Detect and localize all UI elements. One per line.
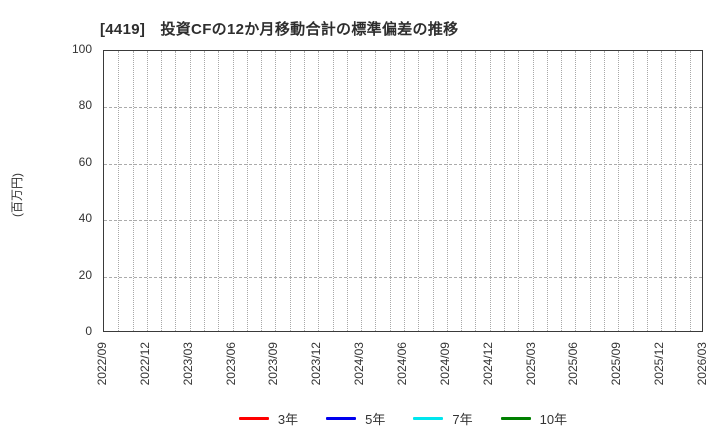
y-axis-tick-label: 80 (78, 98, 92, 113)
gridline-vertical (604, 51, 605, 331)
plot-area (103, 50, 703, 332)
gridline-vertical (432, 51, 434, 331)
gridline-vertical (318, 51, 320, 331)
legend-line-swatch (500, 416, 531, 420)
gridline-vertical (446, 51, 448, 331)
gridline-vertical (646, 51, 648, 331)
legend-item: 10年 (500, 409, 568, 428)
y-axis-tick-label: 0 (85, 324, 92, 338)
x-axis-tick-label: 2023/06 (223, 342, 238, 386)
gridline-vertical (504, 51, 505, 331)
gridline-vertical (361, 51, 363, 331)
gridline-vertical (418, 51, 420, 331)
gridline-vertical (561, 51, 563, 331)
legend-line-swatch (413, 416, 444, 420)
gridline-vertical (632, 51, 634, 331)
legend: 3年 5年 7年 10年 (103, 406, 703, 430)
x-axis-tick-label: 2026/03 (695, 342, 709, 386)
gridline-vertical (461, 51, 463, 331)
chart-title: [4419] 投資CFの12か月移動合計の標準偏差の推移 (100, 21, 459, 38)
gridline-vertical (404, 51, 405, 331)
x-axis-tick-label: 2022/12 (137, 342, 152, 386)
gridline-vertical (332, 51, 334, 331)
gridline-vertical (532, 51, 534, 331)
series-layer (104, 51, 702, 331)
gridline-vertical (289, 51, 291, 331)
legend-line-swatch (326, 416, 357, 420)
y-axis-tick-label: 20 (78, 267, 92, 282)
gridline-vertical (575, 51, 577, 331)
gridline-vertical (204, 51, 205, 331)
gridline-horizontal (104, 276, 702, 278)
gridline-vertical (618, 51, 620, 331)
gridline-vertical (589, 51, 591, 331)
gridline-vertical (161, 51, 163, 331)
x-axis-tick-label: 2025/03 (523, 342, 538, 386)
x-axis-tick-label: 2023/09 (266, 342, 281, 386)
legend-label: 7年 (452, 411, 473, 427)
legend-label: 5年 (365, 411, 386, 427)
y-axis-tick-label: 100 (71, 42, 92, 56)
gridline-vertical (518, 51, 520, 331)
legend-label: 3年 (277, 411, 299, 427)
legend-item: 5年 (326, 409, 385, 428)
gridline-vertical (275, 51, 277, 331)
gridline-vertical (232, 51, 234, 331)
x-axis-tick-label: 2023/12 (309, 342, 324, 386)
gridline-vertical (489, 51, 491, 331)
gridline-vertical (246, 51, 248, 331)
y-axis-label: (百万円) (10, 173, 24, 217)
gridline-vertical (546, 51, 548, 331)
gridline-vertical (304, 51, 305, 331)
x-axis-tick-label: 2024/12 (480, 342, 495, 386)
gridline-vertical (146, 51, 148, 331)
y-axis-tick-label: 40 (78, 211, 92, 226)
gridline-vertical (132, 51, 134, 331)
gridline-vertical (175, 51, 177, 331)
gridline-horizontal (104, 220, 702, 222)
x-axis-tick-label: 2024/09 (437, 342, 452, 386)
gridline-horizontal (104, 163, 702, 165)
gridline-vertical (389, 51, 391, 331)
legend-item: 7年 (413, 409, 473, 428)
x-axis-tick-label: 2024/06 (395, 342, 409, 386)
gridline-vertical (189, 51, 191, 331)
gridline-vertical (118, 51, 120, 331)
x-axis-tick-label: 2025/09 (609, 342, 624, 386)
x-axis-tick-label: 2023/03 (180, 342, 195, 386)
x-axis-tick-label: 2024/03 (352, 342, 367, 386)
gridline-vertical (661, 51, 663, 331)
gridline-vertical (218, 51, 220, 331)
legend-label: 10年 (539, 411, 568, 427)
x-axis-tick-label: 2022/09 (95, 342, 109, 386)
gridline-vertical (261, 51, 263, 331)
x-axis-tick-label: 2025/06 (566, 342, 581, 386)
legend-line-swatch (238, 416, 269, 420)
legend-item: 3年 (238, 409, 299, 428)
gridline-vertical (689, 51, 691, 331)
y-axis-tick-label: 60 (78, 154, 92, 169)
gridline-vertical (346, 51, 348, 331)
gridline-vertical (675, 51, 677, 331)
gridline-horizontal (104, 107, 702, 109)
gridline-vertical (475, 51, 477, 331)
x-axis-tick-label: 2025/12 (652, 342, 667, 386)
gridline-vertical (375, 51, 377, 331)
